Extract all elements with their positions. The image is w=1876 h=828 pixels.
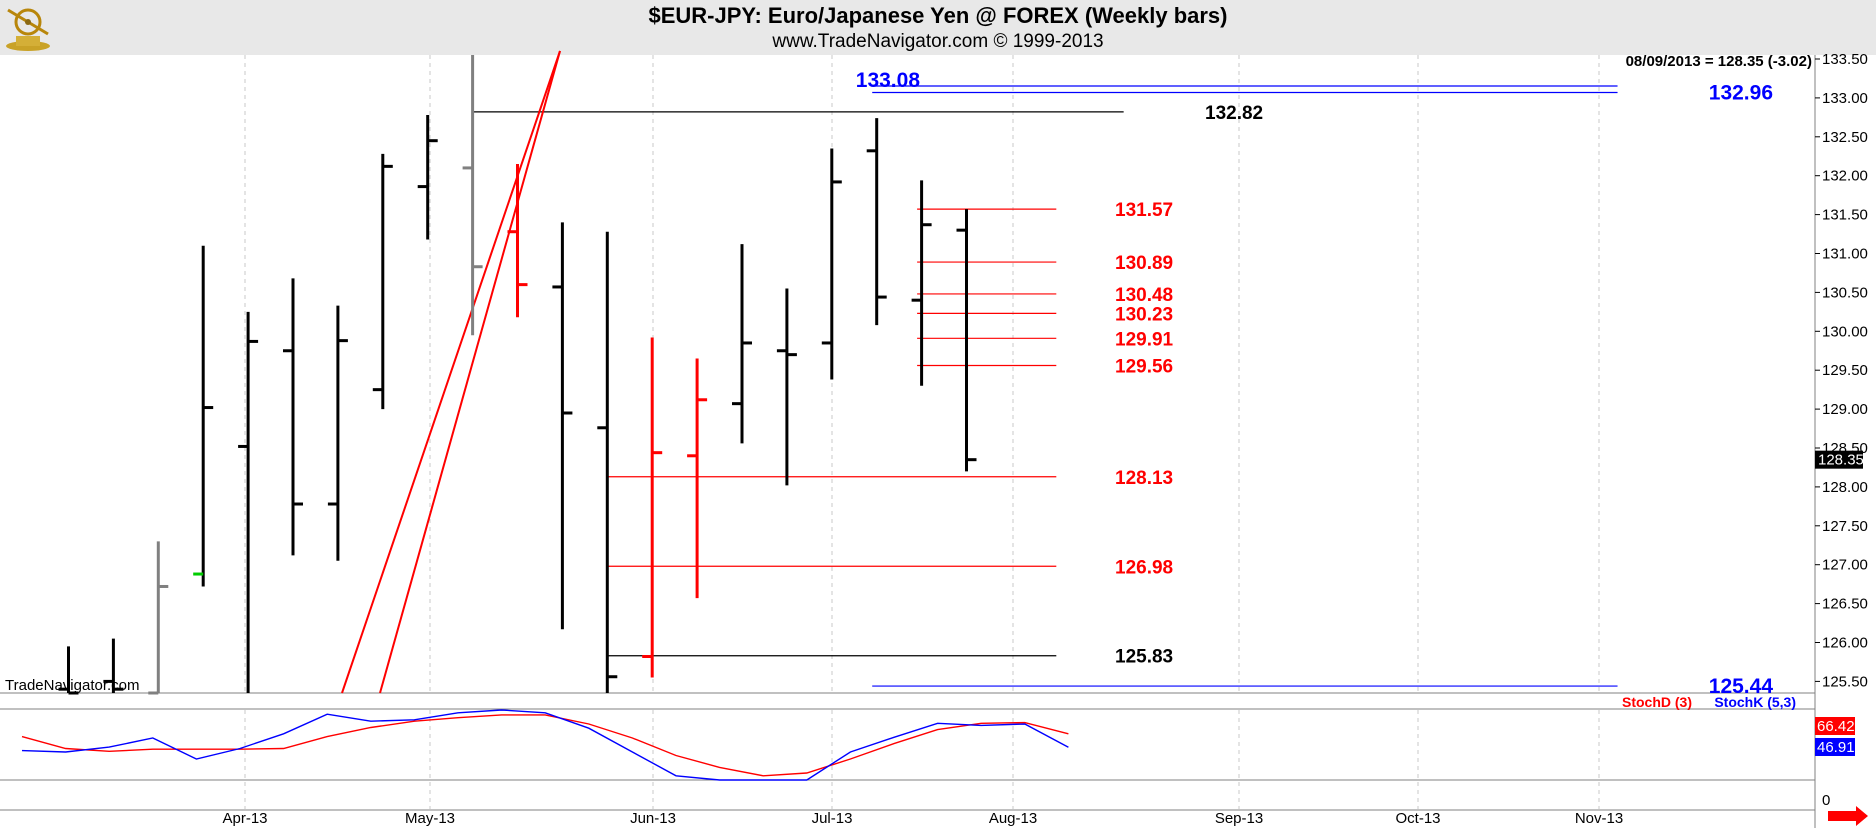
trendlines: [341, 50, 561, 694]
price-tick-label-4: 127.50: [1822, 518, 1868, 535]
price-tick-label-2: 126.50: [1822, 596, 1868, 613]
ohlc-bar-18: [821, 148, 842, 380]
month-label-2: Jun-13: [630, 810, 676, 827]
trade-navigator-astrolabe-icon: [6, 8, 50, 51]
ohlc-bar-13: [597, 231, 618, 693]
time-axis: Apr-13 May-13 Jun-13 Jul-13 Aug-13 Sep-13 Oct-…: [222, 810, 1623, 827]
ohlc-bar-1: [58, 646, 79, 695]
price-tick-label-5: 128.00: [1822, 479, 1868, 496]
chart-header: [0, 0, 1876, 55]
ohlc-bar-12: [552, 222, 573, 630]
osc-tick-label: 0: [1822, 792, 1830, 809]
price-tick-label-3: 127.00: [1822, 557, 1868, 574]
price-tick-label-16: 133.50: [1822, 51, 1868, 68]
chart-title: $EUR-JPY: Euro/Japanese Yen @ FOREX (Wee…: [648, 3, 1228, 28]
ohlc-bar-20: [911, 180, 932, 386]
level-label-129.56: 129.56: [1115, 357, 1173, 378]
level-label-125.83: 125.83: [1115, 647, 1173, 668]
ohlc-bars: [58, 55, 977, 695]
chart-subtitle: www.TradeNavigator.com © 1999-2013: [772, 31, 1104, 52]
price-tick-label-12: 131.50: [1822, 207, 1868, 224]
ohlc-bar-6: [283, 278, 303, 556]
stochk-line: [21, 709, 1069, 781]
price-tick-label-1: 126.00: [1822, 635, 1868, 652]
ohlc-bar-7: [327, 305, 348, 561]
scroll-right-arrow-icon[interactable]: [1828, 806, 1868, 826]
price-tick-label-10: 130.50: [1822, 284, 1868, 301]
ohlc-bar-4: [193, 245, 214, 587]
level-label-133.08: 133.08: [856, 69, 921, 92]
chart-frame: [0, 55, 1816, 828]
ohlc-bar-11: [507, 164, 528, 318]
month-label-7: Nov-13: [1575, 810, 1623, 827]
price-tick-label-13: 132.00: [1822, 168, 1868, 185]
price-tick-label-9: 130.00: [1822, 323, 1868, 340]
grid-lines: [244, 55, 1600, 809]
month-label-6: Oct-13: [1395, 810, 1440, 827]
level-label-125.44: 125.44: [1709, 675, 1774, 698]
ohlc-bar-16: [732, 244, 752, 444]
month-label-3: Jul-13: [812, 810, 853, 827]
level-label-128.13: 128.13: [1115, 468, 1173, 489]
level-label-132.96: 132.96: [1709, 82, 1773, 105]
level-label-132.82: 132.82: [1205, 103, 1263, 124]
ohlc-bar-17: [776, 288, 797, 486]
last-price-tag-label: 128.35: [1818, 452, 1864, 469]
price-tick-label-8: 129.50: [1822, 362, 1868, 379]
price-tick-label-0: 125.50: [1822, 673, 1868, 690]
legend-stochd: StochD (3): [1622, 694, 1692, 710]
price-tick-label-7: 129.00: [1822, 401, 1868, 418]
month-label-1: May-13: [405, 810, 455, 827]
ohlc-bar-19: [866, 118, 887, 326]
ohlc-bar-5: [238, 311, 259, 693]
osc-value-tag-1: [1815, 738, 1855, 756]
month-label-5: Sep-13: [1215, 810, 1263, 827]
osc-value-tag-label-0: 66.42: [1817, 718, 1855, 735]
ohlc-bar-8: [372, 153, 393, 410]
watermark: TradeNavigator.com: [5, 677, 140, 694]
month-label-4: Aug-13: [989, 810, 1037, 827]
ohlc-bar-15: [687, 358, 708, 599]
price-tick-label-11: 131.00: [1822, 246, 1868, 263]
last-price-info: 08/09/2013 = 128.35 (-3.02): [1626, 53, 1812, 70]
ohlc-bar-3: [148, 541, 169, 695]
legend-stochk: StochK (5,3): [1714, 694, 1796, 710]
level-label-129.91: 129.91: [1115, 329, 1174, 350]
ohlc-bar-2: [103, 638, 124, 693]
ohlc-bar-21: [956, 209, 977, 472]
osc-value-tag-label-1: 46.91: [1817, 739, 1855, 756]
level-label-131.57: 131.57: [1115, 200, 1173, 221]
price-tick-label-15: 133.00: [1822, 90, 1868, 107]
trendline-1: [379, 50, 561, 694]
horizontal-levels: 133.08 132.96 132.82 131.57 130.89 130.48130.…: [472, 69, 1774, 698]
ohlc-bar-9: [417, 115, 438, 240]
level-label-130.23: 130.23: [1115, 304, 1173, 325]
stochastic-panel: 0 66.42 46.91: [21, 709, 1855, 809]
ohlc-bar-10: [462, 55, 483, 336]
level-label-130.48: 130.48: [1115, 285, 1173, 306]
level-label-126.98: 126.98: [1115, 557, 1173, 578]
price-tick-label-14: 132.50: [1822, 129, 1868, 146]
month-label-0: Apr-13: [222, 810, 267, 827]
price-axis: 125.50 126.00 126.50 127.00 127.50 128.00 128.…: [1815, 51, 1868, 690]
level-label-130.89: 130.89: [1115, 253, 1173, 274]
ohlc-bar-14: [642, 337, 663, 678]
stochd-line: [21, 714, 1069, 777]
trendline-0: [341, 50, 561, 694]
last-price-tag: [1815, 450, 1863, 469]
osc-value-tag-0: [1815, 717, 1855, 735]
